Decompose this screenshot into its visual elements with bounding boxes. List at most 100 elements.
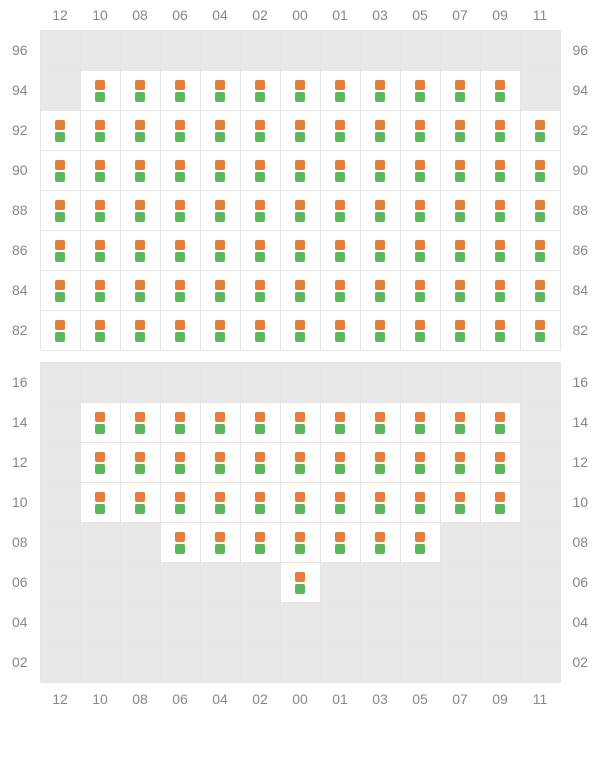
- cell-filled[interactable]: [481, 111, 521, 151]
- cell-filled[interactable]: [521, 271, 561, 311]
- cell-filled[interactable]: [401, 231, 441, 271]
- cell-filled[interactable]: [241, 231, 281, 271]
- cell-filled[interactable]: [121, 111, 161, 151]
- cell-filled[interactable]: [201, 191, 241, 231]
- cell-filled[interactable]: [401, 271, 441, 311]
- cell-filled[interactable]: [281, 71, 321, 111]
- cell-filled[interactable]: [321, 523, 361, 563]
- cell-filled[interactable]: [481, 151, 521, 191]
- cell-filled[interactable]: [521, 191, 561, 231]
- cell-filled[interactable]: [361, 483, 401, 523]
- cell-filled[interactable]: [201, 71, 241, 111]
- cell-filled[interactable]: [441, 271, 481, 311]
- cell-filled[interactable]: [201, 403, 241, 443]
- cell-filled[interactable]: [521, 151, 561, 191]
- cell-filled[interactable]: [401, 403, 441, 443]
- cell-filled[interactable]: [241, 483, 281, 523]
- cell-filled[interactable]: [321, 231, 361, 271]
- cell-filled[interactable]: [281, 311, 321, 351]
- cell-filled[interactable]: [361, 403, 401, 443]
- cell-filled[interactable]: [81, 71, 121, 111]
- cell-filled[interactable]: [401, 523, 441, 563]
- cell-filled[interactable]: [281, 403, 321, 443]
- cell-filled[interactable]: [201, 231, 241, 271]
- cell-filled[interactable]: [121, 403, 161, 443]
- cell-filled[interactable]: [321, 311, 361, 351]
- cell-filled[interactable]: [441, 231, 481, 271]
- cell-filled[interactable]: [521, 311, 561, 351]
- cell-filled[interactable]: [201, 111, 241, 151]
- cell-filled[interactable]: [241, 71, 281, 111]
- cell-filled[interactable]: [441, 403, 481, 443]
- cell-filled[interactable]: [481, 271, 521, 311]
- cell-filled[interactable]: [81, 151, 121, 191]
- cell-filled[interactable]: [81, 191, 121, 231]
- cell-filled[interactable]: [41, 311, 81, 351]
- cell-filled[interactable]: [361, 311, 401, 351]
- cell-filled[interactable]: [441, 191, 481, 231]
- cell-filled[interactable]: [41, 271, 81, 311]
- cell-filled[interactable]: [161, 191, 201, 231]
- cell-filled[interactable]: [161, 231, 201, 271]
- cell-filled[interactable]: [41, 151, 81, 191]
- cell-filled[interactable]: [281, 271, 321, 311]
- cell-filled[interactable]: [161, 403, 201, 443]
- cell-filled[interactable]: [281, 523, 321, 563]
- cell-filled[interactable]: [121, 191, 161, 231]
- cell-filled[interactable]: [281, 483, 321, 523]
- cell-filled[interactable]: [441, 311, 481, 351]
- cell-filled[interactable]: [241, 403, 281, 443]
- cell-filled[interactable]: [481, 403, 521, 443]
- cell-filled[interactable]: [41, 231, 81, 271]
- cell-filled[interactable]: [361, 71, 401, 111]
- cell-filled[interactable]: [161, 71, 201, 111]
- cell-filled[interactable]: [281, 111, 321, 151]
- cell-filled[interactable]: [241, 311, 281, 351]
- cell-filled[interactable]: [201, 311, 241, 351]
- cell-filled[interactable]: [81, 231, 121, 271]
- cell-filled[interactable]: [321, 151, 361, 191]
- cell-filled[interactable]: [121, 311, 161, 351]
- cell-filled[interactable]: [481, 71, 521, 111]
- cell-filled[interactable]: [41, 111, 81, 151]
- cell-filled[interactable]: [481, 483, 521, 523]
- cell-filled[interactable]: [401, 71, 441, 111]
- cell-filled[interactable]: [361, 523, 401, 563]
- cell-filled[interactable]: [121, 231, 161, 271]
- cell-filled[interactable]: [201, 443, 241, 483]
- cell-filled[interactable]: [281, 191, 321, 231]
- cell-filled[interactable]: [121, 71, 161, 111]
- cell-filled[interactable]: [81, 311, 121, 351]
- cell-filled[interactable]: [441, 151, 481, 191]
- cell-filled[interactable]: [201, 271, 241, 311]
- cell-filled[interactable]: [321, 71, 361, 111]
- cell-filled[interactable]: [281, 443, 321, 483]
- cell-filled[interactable]: [161, 443, 201, 483]
- cell-filled[interactable]: [241, 271, 281, 311]
- cell-filled[interactable]: [81, 483, 121, 523]
- cell-filled[interactable]: [441, 443, 481, 483]
- cell-filled[interactable]: [321, 443, 361, 483]
- cell-filled[interactable]: [161, 111, 201, 151]
- cell-filled[interactable]: [161, 483, 201, 523]
- cell-filled[interactable]: [161, 271, 201, 311]
- cell-filled[interactable]: [401, 151, 441, 191]
- cell-filled[interactable]: [121, 151, 161, 191]
- cell-filled[interactable]: [361, 231, 401, 271]
- cell-filled[interactable]: [361, 443, 401, 483]
- cell-filled[interactable]: [321, 191, 361, 231]
- cell-filled[interactable]: [321, 403, 361, 443]
- cell-filled[interactable]: [321, 483, 361, 523]
- cell-filled[interactable]: [241, 523, 281, 563]
- cell-filled[interactable]: [361, 111, 401, 151]
- cell-filled[interactable]: [41, 191, 81, 231]
- cell-filled[interactable]: [521, 231, 561, 271]
- cell-filled[interactable]: [401, 191, 441, 231]
- cell-filled[interactable]: [201, 483, 241, 523]
- cell-filled[interactable]: [361, 151, 401, 191]
- cell-filled[interactable]: [81, 111, 121, 151]
- cell-filled[interactable]: [401, 311, 441, 351]
- cell-filled[interactable]: [481, 311, 521, 351]
- cell-filled[interactable]: [281, 563, 321, 603]
- cell-filled[interactable]: [121, 271, 161, 311]
